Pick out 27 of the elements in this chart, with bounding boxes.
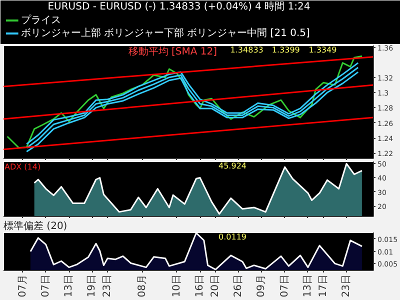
annotation: 移動平均 [SMA 12] xyxy=(128,46,218,58)
x-tick-label: 08月 xyxy=(136,274,148,298)
x-tick-label: 17日 xyxy=(318,274,329,298)
x-tick-label: 19日 xyxy=(86,274,98,298)
x-tick-label: 26日 xyxy=(233,274,244,298)
x-tick-label: 23日 xyxy=(341,274,352,298)
x-tick-label: 13日 xyxy=(64,274,75,298)
legend-label: プライス xyxy=(20,14,61,26)
annotation: 1.3349 xyxy=(308,46,337,54)
line-series xyxy=(6,55,363,149)
x-tick-label: 20日 xyxy=(210,274,221,298)
chart-title: ADX (14) xyxy=(4,162,41,172)
x-tick-label: 13日 xyxy=(302,274,314,298)
annotation: 1.34833 xyxy=(230,46,264,54)
legend-label: ボリンジャー上部 ボリンジャー下部 ボリンジャー中間 [21 0.5] xyxy=(20,27,310,39)
x-tick-label: 10日 xyxy=(171,274,182,298)
chart-title: EURUSD - EURUSD (-) 1.34833 (+0.04%) 4 時間 1:24 xyxy=(48,0,310,12)
annotation: 0.0119 xyxy=(218,232,246,242)
x-tick-label: 07日 xyxy=(40,274,52,298)
annotation: 45.924 xyxy=(218,162,246,170)
chart-title: 標準偏差 (20) xyxy=(4,220,68,232)
annotation: 1.3399 xyxy=(272,46,300,54)
x-tick-label: 16日 xyxy=(194,274,206,298)
x-tick-label: 07月 xyxy=(17,274,28,298)
x-tick-label: 07日 xyxy=(279,274,290,298)
x-tick-label: 09月 xyxy=(256,274,268,298)
x-tick-label: 23日 xyxy=(102,274,114,298)
